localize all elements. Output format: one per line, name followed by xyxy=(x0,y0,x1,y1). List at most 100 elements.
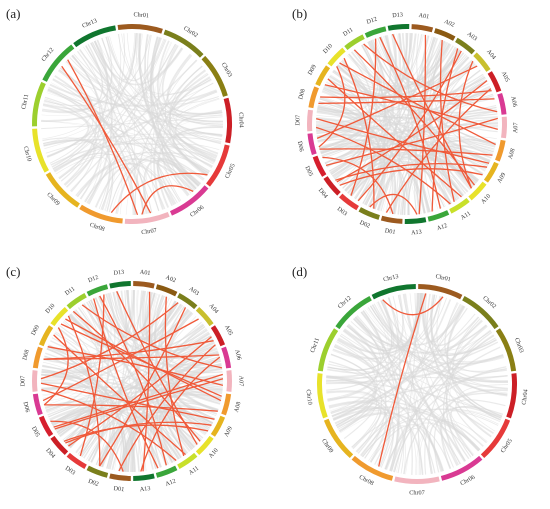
chromosome-arc xyxy=(32,346,43,369)
chromosome-label: D10 xyxy=(322,43,334,56)
highlight-link xyxy=(72,310,201,442)
chromosome-label: A05 xyxy=(223,324,234,337)
chromosome-label: A07 xyxy=(238,376,245,387)
background-link xyxy=(361,44,389,209)
chromosome-label: D01 xyxy=(384,227,396,236)
background-link xyxy=(53,136,222,171)
chromosome-label: Chr08 xyxy=(358,474,375,487)
background-link xyxy=(43,139,114,212)
chromosome-label: A02 xyxy=(165,274,177,284)
background-link xyxy=(340,333,502,419)
chromosome-label: Chr07 xyxy=(141,227,157,236)
background-link xyxy=(380,300,497,356)
chromosome-arc xyxy=(163,29,204,58)
background-link xyxy=(447,76,492,106)
chromosome-label: A04 xyxy=(485,48,497,61)
chromosome-arc xyxy=(339,193,359,211)
chromosome-label: Chr05 xyxy=(499,438,514,455)
chromosome-label: D12 xyxy=(366,16,378,26)
background-link xyxy=(330,406,406,475)
background-links xyxy=(40,289,224,473)
background-link xyxy=(455,399,506,444)
background-link xyxy=(388,297,423,475)
background-link xyxy=(44,99,97,193)
background-link xyxy=(73,53,219,105)
chromosome-label: Chr08 xyxy=(89,221,106,233)
chromosome-arc xyxy=(495,139,506,162)
chromosome-label: D07 xyxy=(19,376,26,387)
background-link xyxy=(315,120,452,204)
background-link xyxy=(170,328,215,360)
background-link xyxy=(78,307,196,447)
chromosome-arc xyxy=(468,181,487,201)
chromosome-label: A10 xyxy=(207,447,219,460)
chromosome-arc xyxy=(434,28,456,41)
background-link xyxy=(137,33,210,172)
highlight-link xyxy=(118,344,216,472)
chromosome-label: Chr03 xyxy=(513,337,525,354)
background-link xyxy=(43,135,217,157)
chromosome-label: A13 xyxy=(139,485,150,493)
chromosome-label: D13 xyxy=(392,11,403,19)
chromosome-label: Chr01 xyxy=(133,11,149,19)
chromosome-arc xyxy=(307,109,313,132)
chromosome-label: Chr10 xyxy=(22,145,33,162)
chromosome-arc xyxy=(387,24,410,31)
highlight-link xyxy=(316,117,490,164)
background-link xyxy=(360,311,504,365)
background-link xyxy=(451,319,496,432)
background-link xyxy=(330,353,382,453)
background-link xyxy=(44,83,214,150)
chromosome-label: A12 xyxy=(164,478,176,488)
chromosome-arc xyxy=(66,293,87,310)
background-link xyxy=(327,396,395,470)
background-link xyxy=(41,33,144,116)
background-link xyxy=(108,422,173,470)
background-link xyxy=(422,293,480,347)
chromosome-arc xyxy=(221,346,232,369)
background-link xyxy=(75,309,122,472)
chromosome-label: D05 xyxy=(303,165,314,178)
background-link xyxy=(71,54,106,200)
background-link xyxy=(405,32,429,213)
highlight-link xyxy=(339,62,496,146)
background-link xyxy=(42,365,218,412)
background-link xyxy=(326,376,392,468)
background-link xyxy=(337,293,422,355)
chromosome-arc xyxy=(117,23,163,34)
background-link xyxy=(428,420,484,474)
background-link xyxy=(53,346,217,429)
chromosome-arc xyxy=(50,306,69,327)
chromosome-arc xyxy=(358,207,380,220)
highlight-link xyxy=(60,323,222,397)
highlight-link xyxy=(99,295,167,466)
background-link xyxy=(416,33,471,190)
background-link xyxy=(390,325,488,472)
background-link xyxy=(316,110,363,132)
chromosome-label: Chr13 xyxy=(81,17,98,29)
background-link xyxy=(168,144,218,188)
circos-panel-a: (a) Chr01Chr02Chr03Chr04Chr05Chr06Chr07Ch… xyxy=(6,6,245,236)
background-link xyxy=(332,154,457,201)
highlight-link xyxy=(81,304,223,369)
background-link xyxy=(340,42,450,90)
panel-label: (c) xyxy=(6,264,20,279)
background-link xyxy=(154,295,223,391)
chromosome-arc xyxy=(480,418,511,459)
chromosome-arc xyxy=(155,465,178,478)
chromosome-label: D13 xyxy=(113,269,124,277)
background-link xyxy=(316,100,364,132)
chromosome-arc xyxy=(394,476,440,484)
highlight-links xyxy=(40,291,224,472)
chromosome-label: D11 xyxy=(64,285,77,297)
highlight-link xyxy=(65,318,222,402)
panel-label: (a) xyxy=(6,6,20,21)
background-link xyxy=(377,37,498,133)
background-link xyxy=(48,86,166,210)
chromosome-label: Chr05 xyxy=(224,163,237,180)
background-link xyxy=(64,62,159,212)
chromosome-arc xyxy=(462,296,499,330)
chromosome-label: Chr12 xyxy=(337,295,353,310)
highlight-link xyxy=(79,294,105,457)
chromosome-label: A01 xyxy=(139,269,150,277)
